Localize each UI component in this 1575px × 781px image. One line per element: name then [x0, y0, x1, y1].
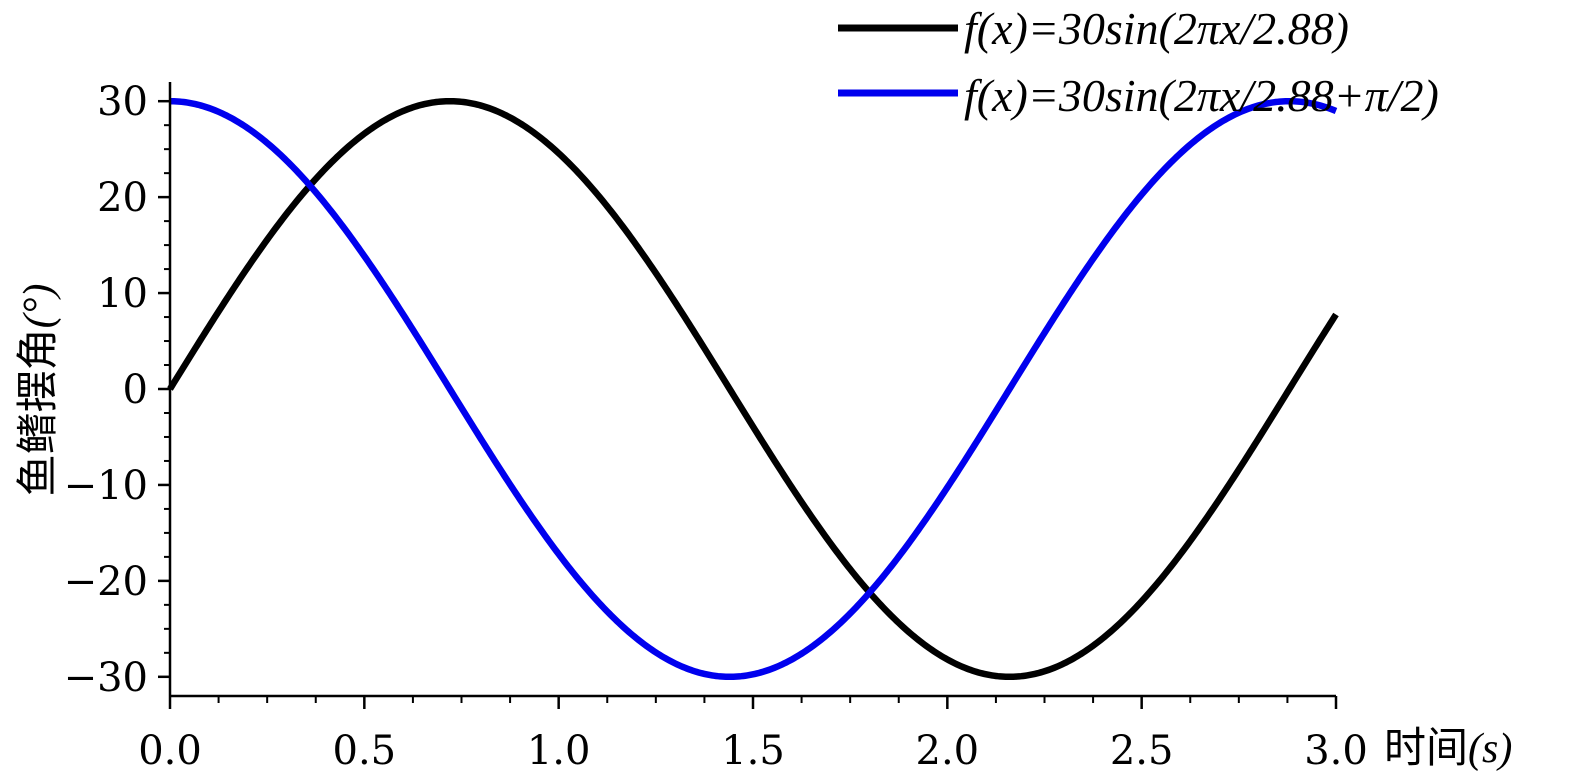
x-tick-label: 1.0 [527, 728, 591, 774]
x-tick-label: 1.5 [721, 728, 785, 774]
legend-label: f(x)=30sin(2πx/2.88+π/2) [964, 70, 1439, 121]
legend-label: f(x)=30sin(2πx/2.88) [964, 3, 1349, 54]
y-tick-label: −20 [64, 559, 148, 605]
y-axis-title-text: 鱼鳍摆角 [13, 328, 62, 496]
y-tick-label: 30 [97, 79, 148, 125]
y-tick-label: 20 [97, 175, 148, 221]
x-tick-label: 2.5 [1110, 728, 1174, 774]
x-tick-label: 3.0 [1304, 728, 1368, 774]
series-line [168, 97, 1338, 681]
y-axis-title-unit: (°) [16, 284, 62, 329]
x-tick-label: 0.5 [333, 728, 397, 774]
series-group [167, 97, 1339, 681]
x-tick-label: 0.0 [138, 728, 202, 774]
y-tick-label: −10 [64, 463, 148, 509]
legend-item: f(x)=30sin(2πx/2.88) [838, 3, 1349, 54]
legend-item: f(x)=30sin(2πx/2.88+π/2) [838, 70, 1439, 121]
y-tick-label: −30 [64, 655, 148, 701]
legend: f(x)=30sin(2πx/2.88) f(x)=30sin(2πx/2.88… [838, 3, 1439, 121]
x-axis-title-unit: (s) [1468, 726, 1512, 772]
x-axis-title-text: 时间 [1384, 723, 1468, 772]
x-tick-label: 2.0 [916, 728, 980, 774]
series-line [167, 97, 1339, 681]
x-ticks: 0.0 0.5 1.0 1.5 2.0 2.5 3.0 [138, 696, 1368, 774]
plot-area: 30 20 10 0 −10 −20 −30 0.0 0.5 1.0 1.5 2.0 2.5 3.0 [64, 79, 1368, 774]
x-axis-title: 时间(s) [1384, 723, 1512, 772]
y-tick-label: 10 [97, 271, 148, 317]
y-ticks: 30 20 10 0 −10 −20 −30 [64, 79, 170, 701]
y-tick-label: 0 [123, 367, 148, 413]
y-axis-title: 鱼鳍摆角(°) [13, 284, 62, 497]
